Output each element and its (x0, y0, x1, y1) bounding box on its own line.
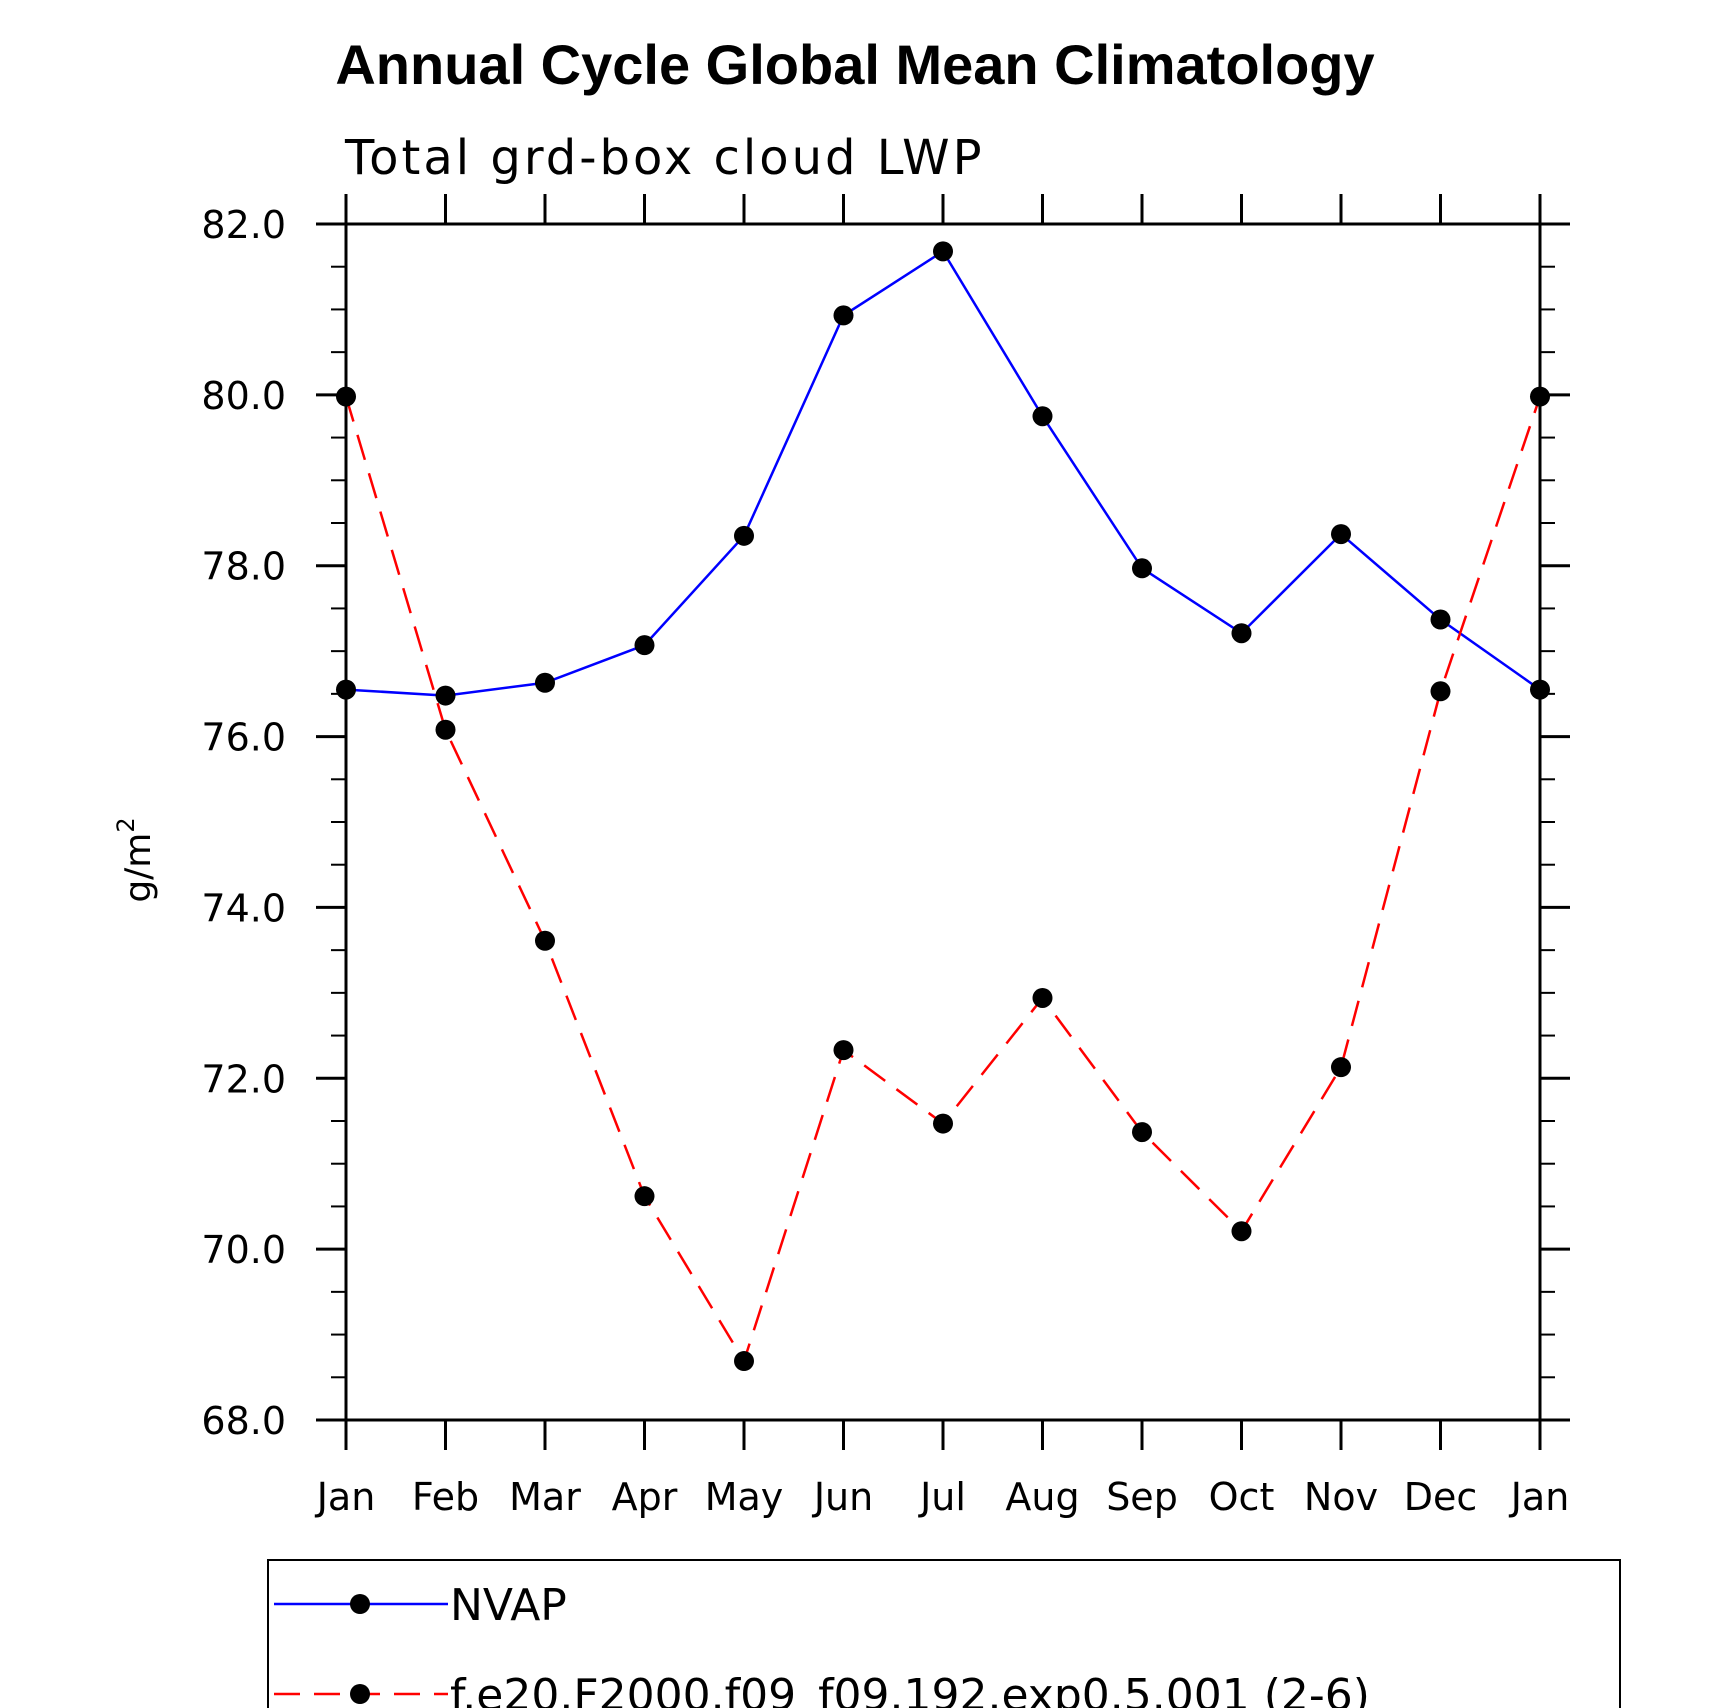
x-tick-label: Jun (812, 1475, 873, 1519)
y-tick-label: 76.0 (201, 716, 286, 760)
x-tick-label: Mar (509, 1475, 581, 1519)
series-0-point (933, 241, 953, 262)
series-1-point (1132, 1122, 1152, 1143)
series-0-point (435, 685, 456, 706)
x-tick-label: Nov (1304, 1475, 1378, 1519)
series-1-point (933, 1113, 953, 1134)
y-tick-label: 68.0 (201, 1399, 286, 1443)
legend-marker-0 (350, 1594, 370, 1614)
tick-labels: Jan Feb Mar Apr May Jun Jul Aug Sep Oct Nov Dec Jan 6… (201, 203, 1569, 1519)
series-line-1 (344, 396, 1542, 1365)
legend-box (267, 1559, 1621, 1708)
series-1-point (1032, 987, 1053, 1008)
series-0-point (1331, 524, 1351, 545)
series-1-point (1231, 1221, 1252, 1242)
y-tick-label: 72.0 (201, 1057, 286, 1101)
svg-text:g/m2: g/m2 (112, 817, 159, 902)
y-axis-label-superscript: 2 (112, 817, 140, 832)
plot-frame (344, 222, 1542, 1422)
y-axis-label: g/m2 (112, 817, 159, 902)
series-1-point (734, 1351, 754, 1372)
series-1-point (535, 930, 555, 951)
series-line-0 (345, 249, 1541, 697)
x-tick-label: Feb (412, 1475, 479, 1519)
series-1-point (1331, 1057, 1351, 1078)
chart-subtitle: Total grd-box cloud LWP (344, 130, 985, 186)
x-tick-label: Jul (918, 1475, 966, 1519)
y-axis-label-text: g/m (118, 833, 159, 903)
series-0-point (535, 672, 555, 693)
y-tick-label: 80.0 (201, 374, 286, 418)
series-1-point (1430, 681, 1451, 702)
series-layer (336, 241, 1550, 1372)
series-0-point (734, 525, 754, 546)
y-tick-label: 82.0 (201, 203, 286, 247)
x-tick-label: Apr (612, 1475, 678, 1519)
x-tick-label: Dec (1404, 1475, 1478, 1519)
x-tick-label: May (705, 1475, 784, 1519)
legend-items: NVAP f.e20.F2000.f09_f09.192.exp0.5.001 (… (274, 1580, 1370, 1708)
legend-label-1: f.e20.F2000.f09_f09.192.exp0.5.001 (2-6) (450, 1670, 1370, 1708)
y-tick-label: 78.0 (201, 545, 286, 589)
legend: NVAP f.e20.F2000.f09_f09.192.exp0.5.001 (… (267, 1559, 1621, 1708)
x-tick-label: Sep (1106, 1475, 1178, 1519)
series-0-point (1132, 558, 1152, 579)
legend-marker-1 (350, 1684, 370, 1704)
y-tick-label: 74.0 (201, 886, 286, 930)
axis-ticks (316, 194, 1570, 1450)
y-tick-label: 70.0 (201, 1228, 286, 1272)
series-0-point (1231, 623, 1252, 644)
legend-label-0: NVAP (450, 1580, 567, 1631)
series-0-point (1032, 406, 1053, 427)
series-0-point (1430, 609, 1451, 630)
series-1-point (634, 1186, 655, 1207)
series-1-point (833, 1040, 854, 1061)
series-0-point (634, 635, 655, 656)
series-1-point (435, 719, 456, 740)
series-0-point (833, 305, 854, 326)
x-tick-label: Oct (1209, 1475, 1275, 1519)
chart-title: Annual Cycle Global Mean Climatology (335, 33, 1374, 96)
x-tick-label: Jan (315, 1475, 376, 1519)
x-tick-label: Jan (1509, 1475, 1570, 1519)
x-tick-label: Aug (1005, 1475, 1079, 1519)
